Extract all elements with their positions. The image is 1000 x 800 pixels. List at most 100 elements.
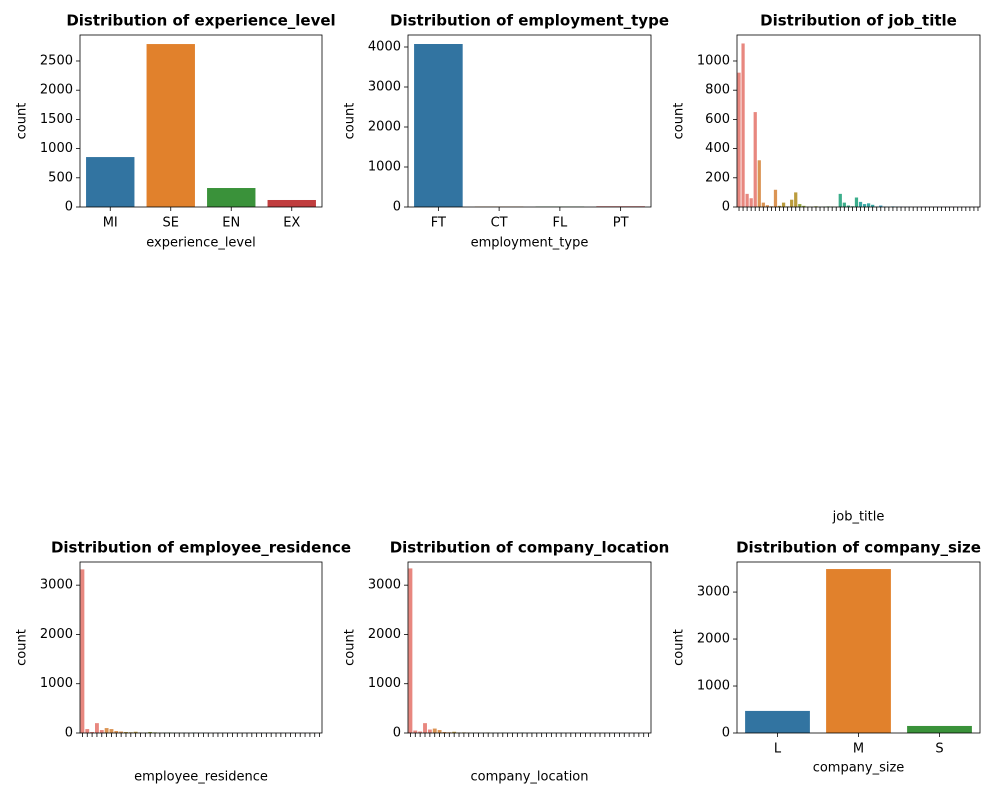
bar xyxy=(867,203,871,207)
bar xyxy=(414,44,463,207)
y-tick-label: 1000 xyxy=(368,676,401,691)
y-tick-label: 1000 xyxy=(40,141,73,156)
y-tick-label: 4000 xyxy=(368,40,401,55)
y-axis-label: count xyxy=(672,103,687,140)
y-tick-label: 0 xyxy=(393,200,401,215)
bar xyxy=(761,202,765,207)
y-tick-label: 2000 xyxy=(368,120,401,135)
y-tick-label: 2000 xyxy=(40,83,73,98)
y-tick-label: 2500 xyxy=(40,53,73,68)
bar xyxy=(798,204,802,207)
y-tick-label: 0 xyxy=(393,726,401,741)
y-tick-label: 0 xyxy=(722,200,730,215)
bar xyxy=(907,725,972,733)
bar xyxy=(427,729,432,733)
y-tick-label: 600 xyxy=(705,112,730,127)
y-tick-label: 3000 xyxy=(368,80,401,95)
y-tick-label: 3000 xyxy=(697,585,730,600)
bar xyxy=(794,192,798,207)
bar xyxy=(737,72,741,208)
x-tick-label: EX xyxy=(283,216,300,231)
y-tick-label: 1000 xyxy=(697,679,730,694)
bar xyxy=(104,728,109,733)
subplot-title: Distribution of company_location xyxy=(390,539,670,557)
y-tick-label: 0 xyxy=(722,726,730,741)
bar xyxy=(432,728,437,733)
bar xyxy=(413,730,418,733)
bar xyxy=(85,729,90,733)
bar xyxy=(95,723,99,733)
x-axis-label: experience_level xyxy=(146,236,255,251)
x-tick-label: FT xyxy=(431,216,446,231)
x-axis-label: employee_residence xyxy=(134,770,268,785)
bar xyxy=(842,202,846,207)
y-axis-label: count xyxy=(343,103,358,140)
bar xyxy=(858,201,863,207)
bar xyxy=(753,112,757,207)
x-tick-label: SE xyxy=(163,216,179,231)
bar xyxy=(826,569,891,733)
y-tick-label: 1500 xyxy=(40,112,73,127)
bar xyxy=(437,730,442,733)
bar xyxy=(749,198,753,207)
axes-frame xyxy=(736,561,981,734)
axes-frame xyxy=(407,561,652,734)
axes-frame xyxy=(407,34,652,208)
x-axis-label: company_size xyxy=(813,761,905,776)
y-tick-label: 1000 xyxy=(368,160,401,175)
y-tick-label: 500 xyxy=(48,170,73,185)
bar xyxy=(765,205,769,207)
subplot-title: Distribution of employee_residence xyxy=(51,539,351,557)
x-axis-label: job_title xyxy=(832,510,885,525)
bar xyxy=(408,568,413,733)
bar xyxy=(745,710,810,733)
y-tick-label: 200 xyxy=(705,170,730,185)
y-axis-label: count xyxy=(343,629,358,666)
x-tick-label: CT xyxy=(491,216,508,231)
bar xyxy=(90,732,95,733)
bar xyxy=(114,731,119,733)
y-tick-label: 0 xyxy=(65,726,73,741)
y-axis-label: count xyxy=(15,103,30,140)
bar xyxy=(452,731,457,733)
bar xyxy=(741,43,745,207)
y-tick-label: 3000 xyxy=(368,578,401,593)
bar xyxy=(423,723,427,733)
axes-frame xyxy=(736,34,981,208)
bar xyxy=(133,731,138,733)
bar xyxy=(148,732,153,733)
subplot-title: Distribution of job_title xyxy=(760,12,957,30)
y-tick-label: 800 xyxy=(705,83,730,98)
y-axis-label: count xyxy=(672,629,687,666)
bar xyxy=(802,205,806,207)
bar xyxy=(146,44,195,208)
bar xyxy=(781,202,786,207)
bar xyxy=(109,729,114,733)
y-tick-label: 3000 xyxy=(40,578,73,593)
x-axis-label: company_location xyxy=(471,770,589,785)
x-tick-label: EN xyxy=(222,216,240,231)
subplot-title: Distribution of employment_type xyxy=(390,12,669,30)
bar xyxy=(86,157,135,207)
bar xyxy=(80,569,85,733)
y-tick-label: 0 xyxy=(65,200,73,215)
x-tick-label: S xyxy=(935,742,943,757)
y-tick-label: 2000 xyxy=(368,627,401,642)
x-tick-label: PT xyxy=(613,216,629,231)
bar xyxy=(838,193,842,207)
x-tick-label: L xyxy=(774,742,782,757)
axes-frame xyxy=(79,561,323,734)
y-tick-label: 2000 xyxy=(40,627,73,642)
x-axis-label: employment_type xyxy=(471,236,589,251)
x-tick-label: MI xyxy=(103,216,118,231)
x-tick-label: FL xyxy=(553,216,568,231)
bar xyxy=(745,193,749,207)
bar xyxy=(267,199,316,207)
y-tick-label: 1000 xyxy=(40,676,73,691)
bar xyxy=(879,205,883,207)
y-axis-label: count xyxy=(15,629,30,666)
bar xyxy=(773,189,778,207)
bar xyxy=(418,731,423,733)
y-tick-label: 1000 xyxy=(697,53,730,68)
